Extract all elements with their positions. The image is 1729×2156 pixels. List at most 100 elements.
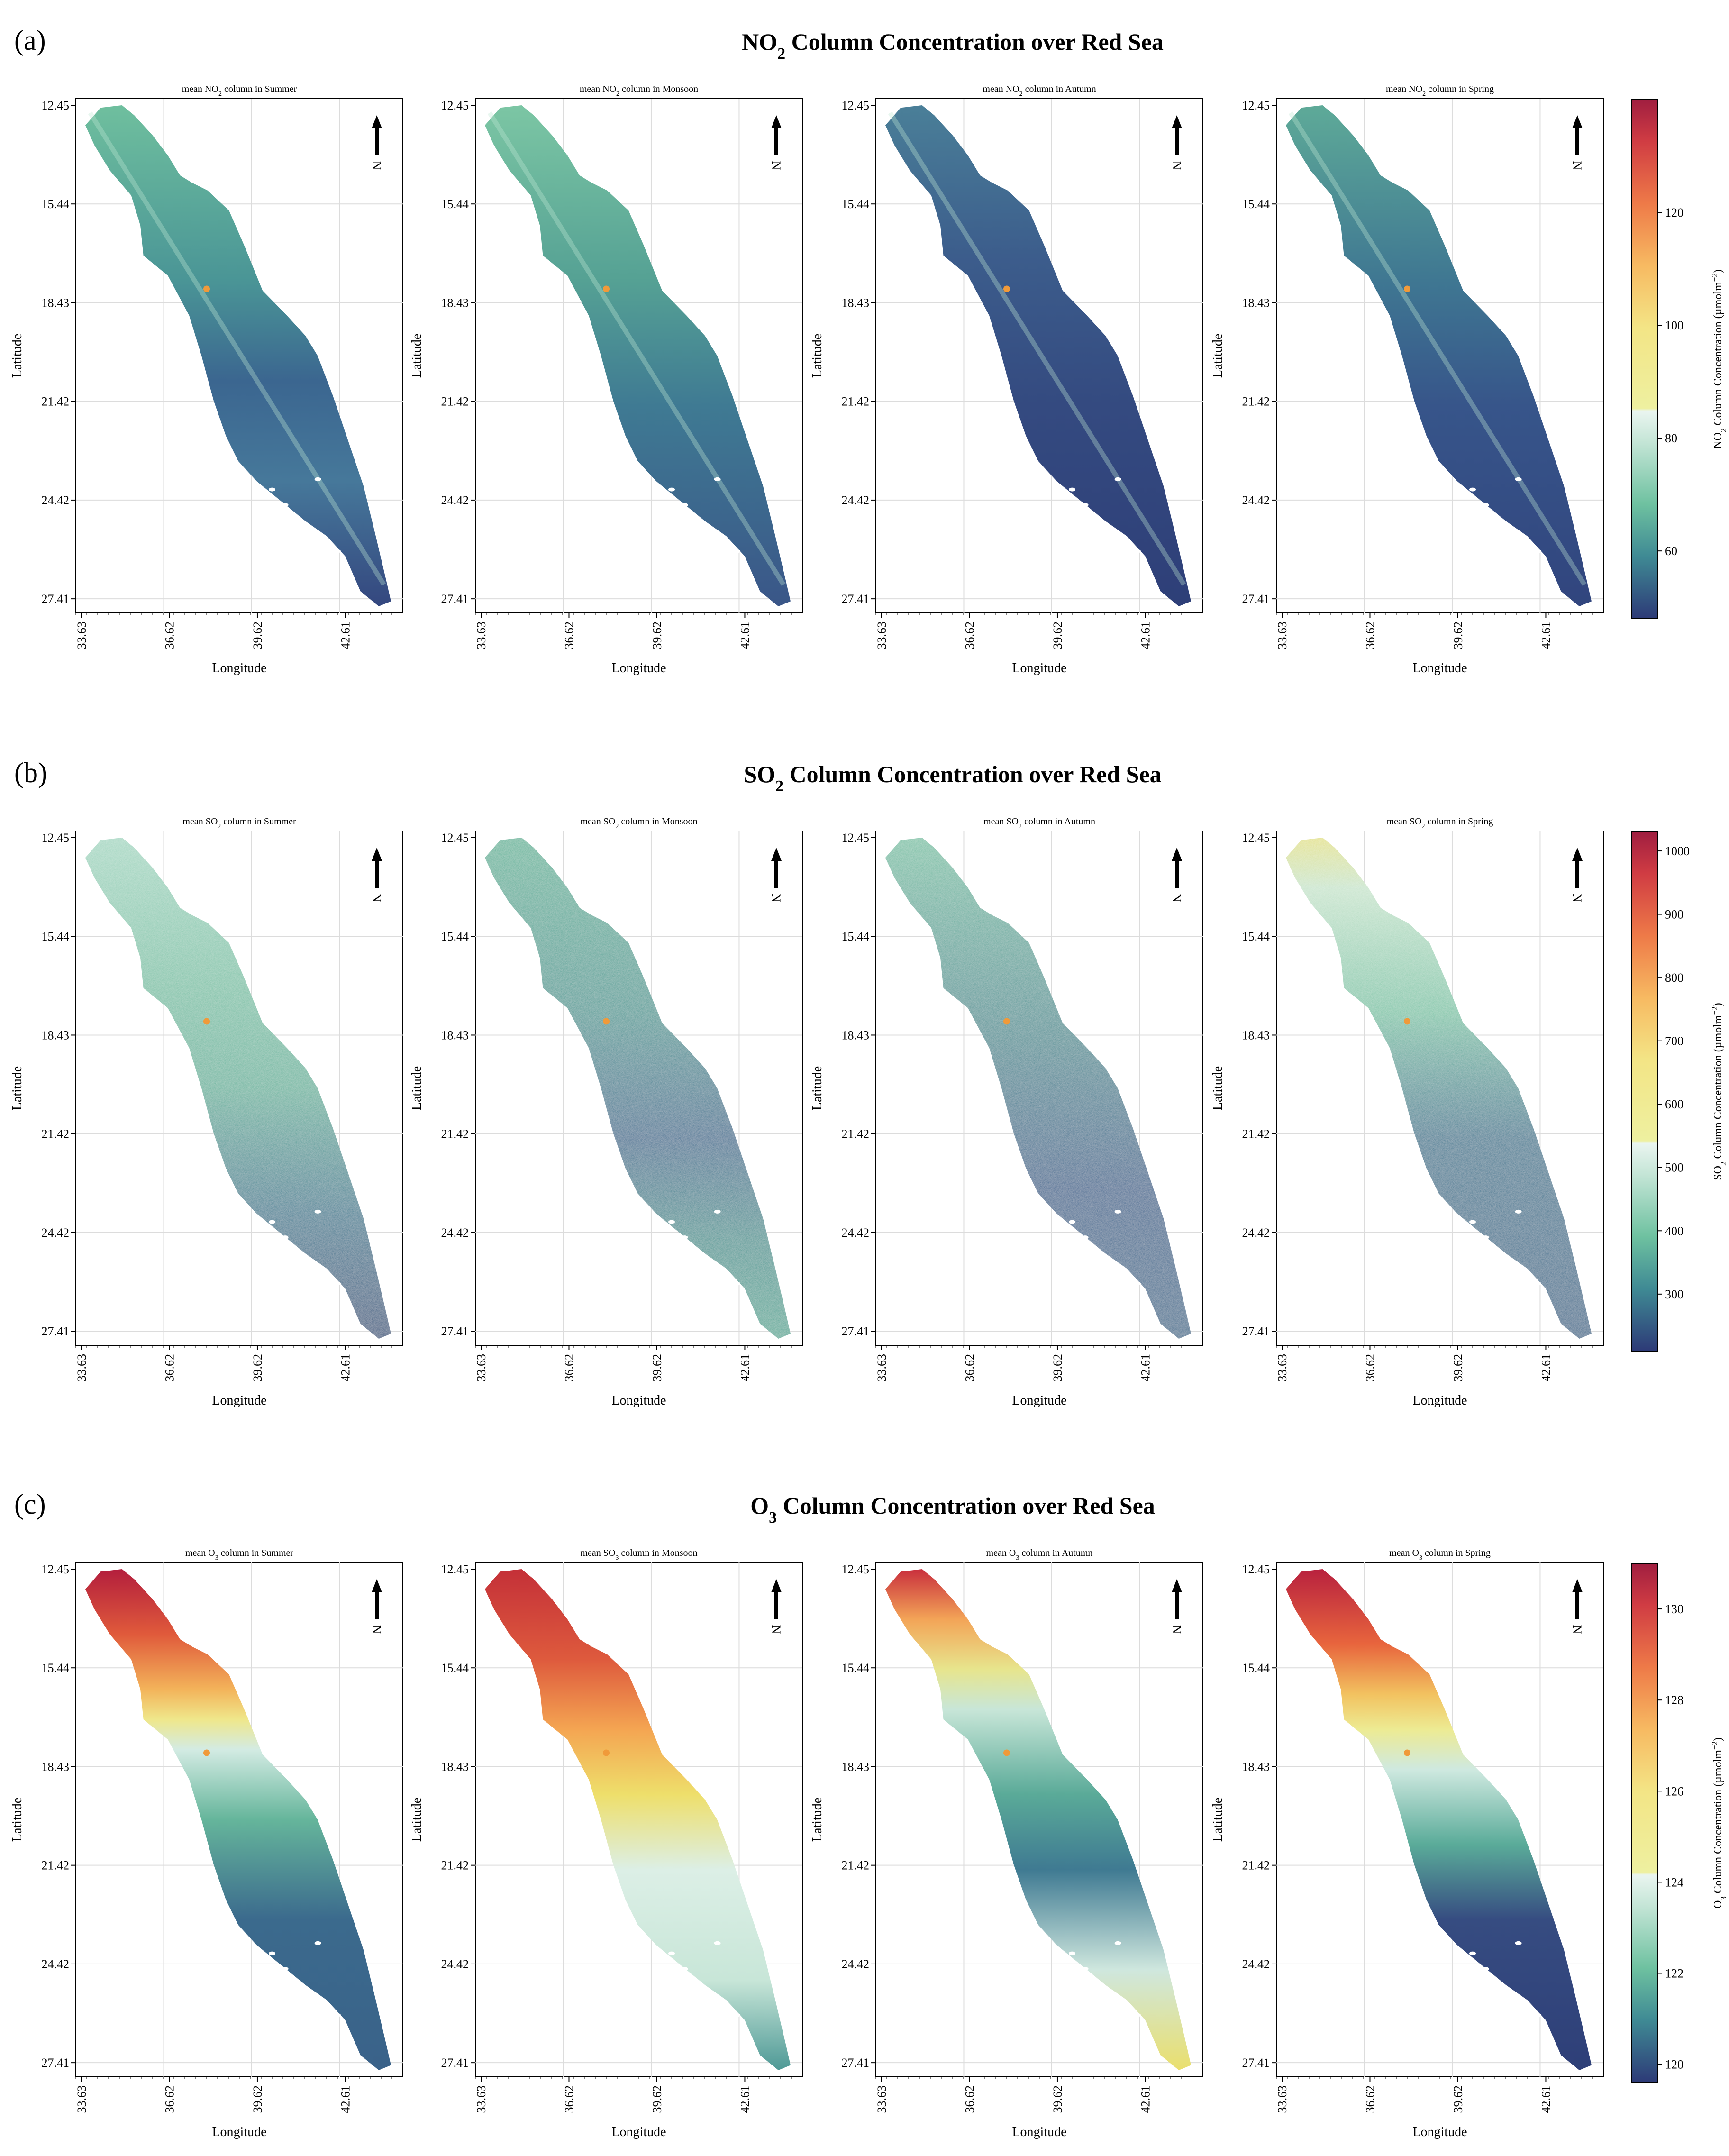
- section-label: (a): [14, 25, 46, 56]
- island: [269, 487, 275, 492]
- colorbar-tick-label: 130: [1665, 1602, 1684, 1616]
- island: [295, 1251, 302, 1255]
- north-label: N: [1170, 1625, 1183, 1634]
- island: [714, 1209, 721, 1214]
- lat-tick-label: 21.42: [1242, 1859, 1270, 1873]
- lat-tick-label: 12.45: [1242, 1562, 1270, 1576]
- lat-tick-label: 21.42: [42, 395, 70, 409]
- lon-tick-label: 33.63: [75, 621, 89, 649]
- lon-tick-label: 42.61: [738, 621, 752, 649]
- hotspot: [203, 1749, 210, 1756]
- lon-tick-label: 36.62: [963, 2085, 976, 2113]
- lat-tick-label: 12.45: [441, 831, 469, 845]
- north-arrow-icon: [372, 848, 382, 888]
- north-label: N: [769, 161, 783, 170]
- island: [1495, 1982, 1502, 1986]
- lon-tick-label: 42.61: [338, 2085, 352, 2113]
- lat-tick-label: 27.41: [842, 1325, 870, 1338]
- lat-tick-label: 27.41: [42, 2056, 70, 2070]
- x-axis-label: Longitude: [611, 2125, 666, 2139]
- lon-tick-label: 42.61: [338, 621, 352, 649]
- lon-tick-label: 36.62: [163, 2085, 176, 2113]
- lon-tick-label: 42.61: [338, 1354, 352, 1382]
- section-title: O3 Column Concentration over Red Sea: [750, 1492, 1155, 1526]
- lat-tick-label: 24.42: [441, 493, 469, 507]
- island: [1069, 487, 1075, 492]
- red-sea-field: [485, 838, 791, 1339]
- lat-tick-label: 24.42: [842, 493, 870, 507]
- lon-tick-label: 33.63: [1275, 2085, 1289, 2113]
- x-axis-label: Longitude: [212, 1393, 266, 1408]
- lat-tick-label: 27.41: [842, 592, 870, 606]
- colorbar-tick-label: 120: [1665, 206, 1684, 219]
- lat-tick-label: 18.43: [42, 296, 70, 310]
- lon-tick-label: 39.62: [1451, 1354, 1465, 1382]
- x-axis-label: Longitude: [1012, 2125, 1066, 2139]
- lat-tick-label: 18.43: [42, 1028, 70, 1042]
- panel-title: mean NO2 column in Monsoon: [580, 84, 698, 98]
- island: [714, 477, 721, 481]
- island: [1535, 549, 1541, 553]
- island: [1515, 1941, 1522, 1945]
- y-axis-label: Latitude: [1210, 1798, 1225, 1842]
- lat-tick-label: 15.44: [441, 930, 469, 943]
- section-c: (c) O3 Column Concentration over Red Sea m…: [10, 1489, 1728, 2139]
- panel-title: mean NO2 column in Autumn: [983, 84, 1096, 98]
- north-label: N: [769, 1625, 783, 1634]
- y-axis-label: Latitude: [810, 1066, 825, 1110]
- map-panel: mean SO2 column in Summer N 12.45 15.44 18.4…: [10, 816, 403, 1408]
- lon-tick-label: 42.61: [738, 1354, 752, 1382]
- lat-tick-label: 15.44: [1242, 1661, 1270, 1675]
- y-axis-label: Latitude: [410, 1798, 424, 1842]
- red-sea-field: [1286, 838, 1592, 1339]
- section-label: (b): [14, 757, 47, 788]
- lat-tick-label: 12.45: [842, 99, 870, 112]
- lon-tick-label: 33.63: [875, 2085, 889, 2113]
- colorbar-ramp: [1631, 831, 1658, 1352]
- lat-tick-label: 21.42: [441, 1127, 469, 1141]
- lat-tick-label: 24.42: [1242, 1957, 1270, 1971]
- lat-tick-label: 18.43: [42, 1760, 70, 1773]
- lat-tick-label: 12.45: [1242, 99, 1270, 112]
- island: [694, 1251, 701, 1255]
- island: [1482, 503, 1489, 507]
- lat-tick-label: 27.41: [1242, 1325, 1270, 1338]
- lat-tick-label: 24.42: [42, 1957, 70, 1971]
- lat-tick-label: 21.42: [842, 1127, 870, 1141]
- x-axis-label: Longitude: [1412, 2125, 1467, 2139]
- north-arrow-icon: [1172, 115, 1182, 155]
- y-axis-label: Latitude: [10, 1066, 25, 1110]
- panel-title: mean O3 column in Summer: [185, 1548, 293, 1562]
- red-sea-field: [485, 1569, 791, 2070]
- lat-tick-label: 18.43: [842, 1028, 870, 1042]
- x-axis-label: Longitude: [1012, 661, 1066, 676]
- lon-tick-label: 39.62: [251, 2085, 264, 2113]
- north-label: N: [769, 894, 783, 903]
- island: [334, 1281, 341, 1286]
- lon-tick-label: 33.63: [75, 1354, 89, 1382]
- x-axis-label: Longitude: [212, 661, 266, 676]
- north-label: N: [370, 894, 383, 903]
- north-arrow-icon: [1172, 1579, 1182, 1619]
- lat-tick-label: 18.43: [842, 1760, 870, 1773]
- hotspot: [603, 1018, 610, 1025]
- lon-tick-label: 42.61: [1138, 2085, 1152, 2113]
- lat-tick-label: 15.44: [1242, 930, 1270, 943]
- x-axis-label: Longitude: [1012, 1393, 1066, 1408]
- north-arrow-icon: [771, 115, 782, 155]
- lon-tick-label: 39.62: [1451, 2085, 1465, 2113]
- lon-tick-label: 36.62: [163, 1354, 176, 1382]
- lon-tick-label: 42.61: [738, 2085, 752, 2113]
- lon-tick-label: 33.63: [474, 621, 488, 649]
- island: [295, 1982, 302, 1986]
- lat-tick-label: 21.42: [842, 1859, 870, 1873]
- section-b: (b) SO2 Column Concentration over Red Sea…: [10, 757, 1728, 1408]
- lat-tick-label: 15.44: [42, 930, 70, 943]
- colorbar-tick-label: 800: [1665, 971, 1684, 985]
- red-sea-field: [885, 838, 1191, 1339]
- island: [314, 1941, 321, 1945]
- lat-tick-label: 24.42: [842, 1957, 870, 1971]
- island: [282, 1235, 289, 1240]
- lon-tick-label: 33.63: [875, 621, 889, 649]
